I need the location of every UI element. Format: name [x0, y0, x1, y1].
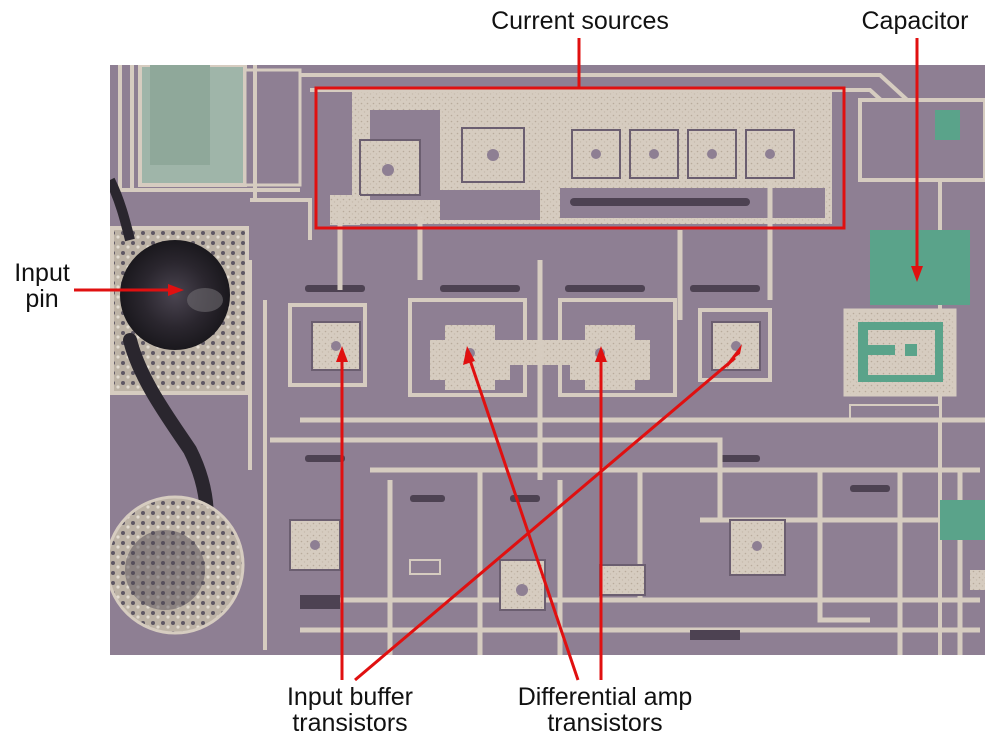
- current-sources-label: Current sources: [491, 7, 669, 35]
- input-pin-label: Input pin: [14, 259, 70, 313]
- capacitor-label: Capacitor: [861, 7, 969, 35]
- differential-amp-label: Differential amp transistors: [517, 683, 693, 737]
- annotations: [74, 38, 919, 682]
- input-buffer-label: Input buffer transistors: [286, 683, 414, 737]
- arrowheads: [168, 266, 923, 368]
- input-buffer-leader-right: [354, 356, 736, 682]
- diff-amp-leader-left: [468, 359, 580, 681]
